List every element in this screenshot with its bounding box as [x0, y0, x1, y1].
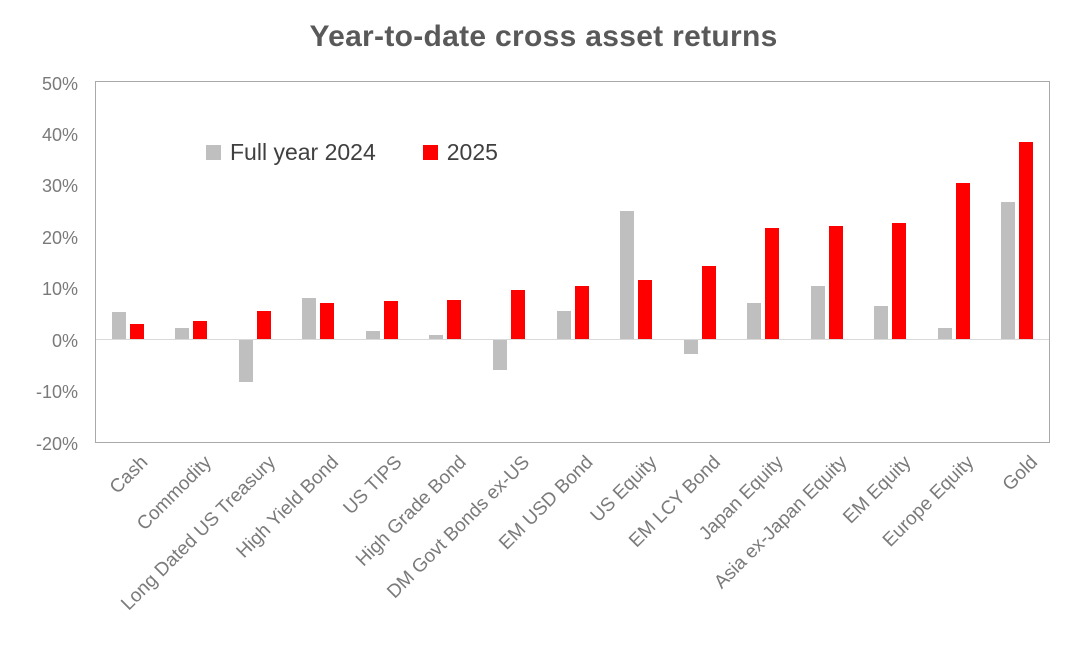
legend-swatch-2025-icon — [422, 144, 438, 160]
bar-full-year-2024-cash — [111, 312, 126, 340]
bar-full-year-2024-high-yield-bond — [302, 298, 317, 340]
bar-full-year-2024-dm-govt-bonds-ex-us — [493, 340, 507, 370]
x-label-gold: Gold — [998, 452, 1043, 496]
bar-2025-us-tips — [383, 301, 398, 340]
bar-full-year-2024-em-equity — [874, 305, 889, 340]
plot-area — [95, 81, 1050, 443]
bar-2025-cash — [129, 323, 144, 340]
bar-2025-long-dated-us-treasury — [256, 310, 271, 340]
y-label-50: 50% — [41, 73, 78, 94]
bar-2025-asia-ex-japan-equity — [828, 225, 843, 340]
bars-layer — [96, 82, 1049, 442]
x-label-high-grade-bond: High Grade Bond — [351, 452, 471, 571]
bar-2025-high-yield-bond — [320, 303, 335, 340]
bar-full-year-2024-long-dated-us-treasury — [238, 340, 253, 383]
bar-2025-high-grade-bond — [447, 300, 462, 340]
bar-full-year-2024-us-equity — [620, 211, 634, 340]
zero-gridline — [96, 339, 1049, 340]
legend-label-full-year-2024: Full year 2024 — [230, 139, 376, 165]
bar-2025-europe-equity — [955, 183, 970, 340]
bar-full-year-2024-japan-equity — [747, 302, 762, 340]
bar-2025-dm-govt-bonds-ex-us — [511, 290, 525, 340]
y-label-20: -20% — [35, 433, 78, 454]
bar-full-year-2024-em-lcy-bond — [683, 340, 698, 355]
bar-2025-us-equity — [638, 279, 652, 340]
bar-2025-em-equity — [892, 223, 907, 340]
legend-item-full-year-2024: Full year 2024 — [206, 139, 376, 165]
bar-2025-commodity — [193, 320, 208, 340]
legend: Full year 2024 2025 — [206, 139, 498, 165]
y-label-20: 20% — [41, 227, 78, 248]
x-label-cash: Cash — [106, 452, 153, 499]
bar-full-year-2024-high-grade-bond — [429, 334, 444, 340]
bar-full-year-2024-em-usd-bond — [556, 311, 571, 340]
y-label-10: -10% — [35, 382, 78, 403]
bar-full-year-2024-asia-ex-japan-equity — [810, 285, 825, 340]
bar-2025-em-lcy-bond — [701, 265, 716, 340]
bar-2025-japan-equity — [765, 228, 780, 340]
y-label-0: 0% — [51, 330, 78, 351]
chart-title: Year-to-date cross asset returns — [309, 20, 778, 53]
bar-2025-gold — [1019, 142, 1034, 340]
legend-item-2025: 2025 — [422, 139, 498, 165]
bar-full-year-2024-commodity — [175, 328, 190, 340]
bar-full-year-2024-gold — [1001, 201, 1016, 340]
bar-full-year-2024-europe-equity — [937, 327, 952, 340]
bar-full-year-2024-us-tips — [365, 330, 380, 340]
legend-label-2025: 2025 — [446, 139, 498, 165]
bar-2025-em-usd-bond — [574, 286, 589, 340]
y-label-40: 40% — [41, 124, 78, 145]
y-label-30: 30% — [41, 176, 78, 197]
y-label-10: 10% — [41, 279, 78, 300]
legend-swatch-2024-icon — [206, 144, 221, 160]
